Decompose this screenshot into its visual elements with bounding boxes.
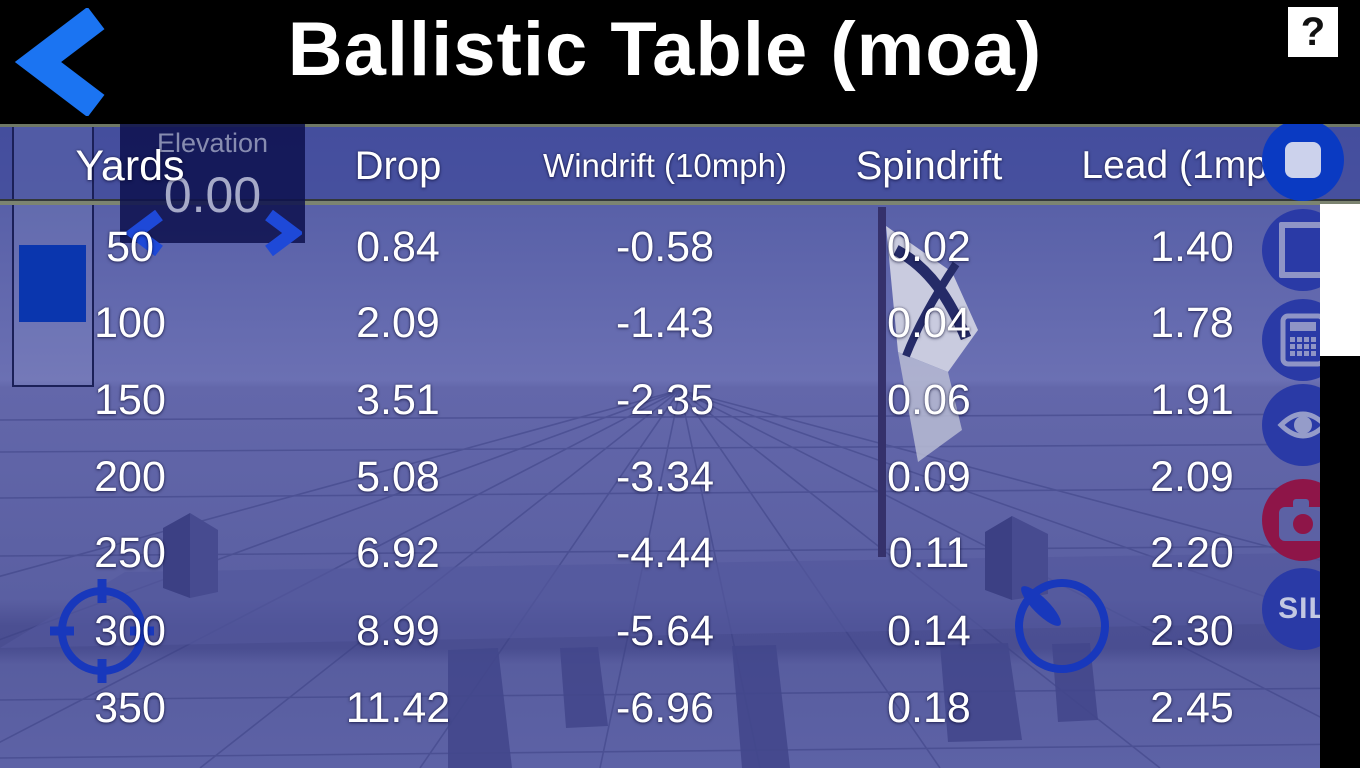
left-lane-panel	[12, 123, 94, 387]
table-cell: 3.51	[356, 376, 440, 424]
bench-legs	[448, 643, 1098, 768]
elevation-label: Elevation	[156, 128, 269, 158]
table-cell: 0.06	[887, 376, 971, 424]
table-cell: -3.34	[615, 453, 714, 501]
table-cell: 2.20	[1150, 529, 1234, 577]
table-cell: 350	[94, 684, 166, 732]
table-cell: 150	[94, 376, 166, 424]
divider-line-bottom	[0, 201, 1360, 205]
help-icon: ?	[1300, 9, 1326, 54]
table-cell: 50	[106, 223, 154, 271]
table-cell: 2.09	[356, 299, 440, 347]
right-black-strip	[1320, 356, 1360, 768]
divider-line-top	[0, 124, 1360, 127]
table-cell: -1.43	[615, 299, 714, 347]
flag-pole	[878, 207, 886, 557]
table-cell: 0.02	[887, 223, 971, 271]
page-title: Ballistic Table (moa)	[287, 7, 1043, 92]
back-button[interactable]	[14, 8, 114, 116]
stop-icon	[1285, 142, 1321, 178]
table-cell: 300	[94, 607, 166, 655]
table-cell: -2.35	[615, 376, 714, 424]
elevation-decrease-chevron-icon[interactable]	[126, 210, 166, 256]
table-cell: 0.11	[888, 529, 970, 577]
table-cell: 100	[94, 299, 166, 347]
table-cell: -6.96	[615, 684, 714, 732]
table-cell: 0.04	[887, 299, 971, 347]
column-header-drop: Drop	[354, 144, 442, 188]
table-cell: 5.08	[356, 453, 440, 501]
table-cell: -5.64	[615, 607, 714, 655]
camera-icon	[1279, 499, 1327, 541]
table-cell: 250	[94, 529, 166, 577]
blue-square-marker	[19, 245, 86, 322]
help-button[interactable]: ?	[1288, 7, 1338, 57]
table-cell: 1.40	[1150, 223, 1234, 271]
table-cell: 8.99	[356, 607, 440, 655]
elevation-increase-chevron-icon[interactable]	[262, 210, 302, 256]
table-cell: 200	[94, 453, 166, 501]
stop-button[interactable]	[1262, 119, 1344, 201]
target-silhouette-left	[163, 513, 218, 598]
table-cell: 2.09	[1150, 453, 1234, 501]
table-cell: 1.91	[1150, 376, 1234, 424]
table-cell: 2.30	[1150, 607, 1234, 655]
table-cell: -4.44	[615, 529, 714, 577]
elevation-value: 0.00	[163, 167, 262, 223]
right-white-strip	[1320, 204, 1360, 356]
table-cell: 1.78	[1150, 299, 1234, 347]
column-header-yards: Yards	[75, 142, 185, 190]
sil-button-label: SIL	[1278, 592, 1328, 625]
divider-line-dark	[0, 199, 1360, 201]
table-cell: 6.92	[356, 529, 440, 577]
table-cell: 2.45	[1150, 684, 1234, 732]
column-header-spindrift: Spindrift	[855, 144, 1003, 188]
flag	[878, 207, 978, 557]
table-cell: 0.14	[887, 607, 971, 655]
table-cell: 0.09	[887, 453, 971, 501]
top-bar: Ballistic Table (moa) ?	[0, 0, 1360, 124]
table-cell: 0.18	[887, 684, 971, 732]
table-cell: 11.42	[345, 684, 451, 732]
elevation-stepper: Elevation 0.00	[120, 122, 305, 256]
table-cell: 0.84	[356, 223, 440, 271]
column-header-windrift: Windrift (10mph)	[543, 147, 787, 184]
table-cell: -0.58	[615, 223, 714, 271]
